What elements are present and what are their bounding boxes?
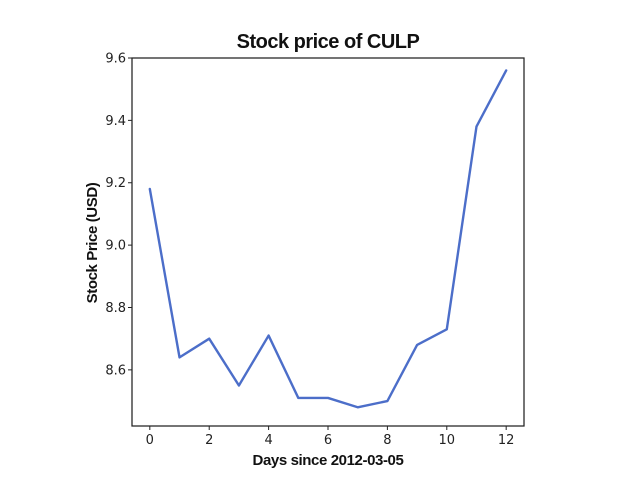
y-tick-label: 9.6 [105, 52, 126, 67]
y-tick-label: 8.6 [105, 363, 126, 378]
x-tick-label: 6 [324, 433, 332, 448]
x-tick-label: 8 [383, 433, 391, 448]
x-tick-label: 2 [205, 433, 213, 448]
y-tick-label: 9.4 [105, 114, 126, 129]
plot-area-frame [131, 57, 525, 427]
x-tick-label: 10 [439, 433, 456, 448]
x-tick-label: 12 [498, 433, 515, 448]
chart-title: Stock price of CULP [237, 31, 420, 53]
x-axis-ticks: 0 2 4 6 8 10 12 [146, 426, 515, 448]
series-line-0 [148, 69, 508, 409]
y-tick-label: 8.8 [105, 301, 126, 316]
series-lines [148, 69, 508, 409]
y-tick-label: 9.2 [105, 176, 126, 191]
x-axis-label: Days since 2012-03-05 [253, 452, 404, 469]
x-tick-label: 0 [146, 433, 154, 448]
x-tick-label: 4 [264, 433, 272, 448]
y-tick-label: 9.0 [105, 239, 126, 254]
y-axis-label: Stock Price (USD) [84, 182, 101, 303]
y-axis-ticks: 8.6 8.8 9.0 9.2 9.4 9.6 [105, 52, 132, 378]
